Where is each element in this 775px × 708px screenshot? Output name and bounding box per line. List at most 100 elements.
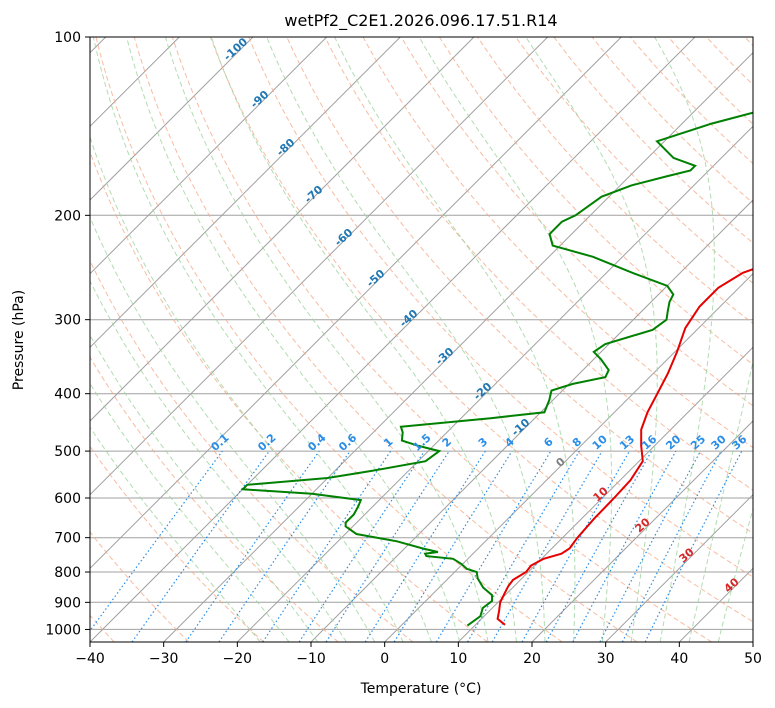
mixing-ratio-label: 1: [381, 435, 395, 450]
isotherm-line: [678, 567, 753, 642]
y-tick-label: 200: [54, 208, 81, 224]
moist-adiabat: [90, 334, 319, 642]
dry-adiabat: [591, 37, 753, 204]
mixing-ratio-label: 0.2: [255, 431, 278, 454]
isotherm-line: [90, 37, 549, 496]
mixing-ratio-line: [466, 450, 580, 642]
dry-adiabat: [90, 356, 339, 642]
isotherm-line: [90, 37, 328, 275]
plot-frame: [89, 36, 754, 643]
x-tick-label: −30: [149, 651, 179, 667]
profiles: [240, 111, 753, 627]
mixing-ratio-label: 13: [617, 433, 637, 453]
dry-adiabat: [362, 37, 753, 449]
mixing-ratio-label: 10: [590, 432, 610, 452]
mixing-ratio-line: [364, 450, 486, 642]
moist-adiabat-label: 40: [722, 575, 742, 595]
mixing-ratio-label: 1.5: [410, 431, 433, 454]
chart-title: wetPf2_C2E1.2026.096.17.51.R14: [284, 11, 557, 31]
line-labels: -100 -90 -80 -70 -60 -50 -40 -30 -20 -10 0.1 0.2 0.4…: [208, 35, 749, 595]
mixing-ratio-line: [621, 450, 722, 642]
dry-adiabat-label: -20: [471, 380, 495, 403]
mixing-ratio-line: [325, 450, 450, 642]
moist-adiabat: [654, 37, 715, 642]
dry-adiabat-label: -10: [509, 416, 533, 439]
mixing-ratio-line: [491, 450, 603, 642]
dry-adiabat: [286, 37, 753, 534]
mixing-ratio-label: 20: [663, 432, 683, 452]
mixing-ratio-label: 0.6: [336, 431, 359, 454]
dry-adiabat: [133, 37, 638, 642]
moist-adiabat: [90, 426, 261, 642]
isotherm-line: [605, 493, 753, 642]
mixing-ratio-label: 25: [688, 433, 708, 453]
y-axis-label: Pressure (hPa): [11, 290, 27, 390]
y-tick-label: 400: [54, 387, 81, 403]
dry-adiabat-label: -60: [332, 226, 356, 249]
dry-adiabat-label: -80: [274, 136, 298, 159]
dry-adiabat-label: -70: [302, 183, 326, 206]
x-tick-label: −20: [223, 651, 253, 667]
moist-adiabat: [688, 358, 753, 642]
isotherm-line: [384, 272, 753, 642]
y-tick-label: 600: [54, 491, 81, 507]
dry-adiabat: [400, 37, 753, 407]
mixing-ratio-line: [185, 450, 320, 642]
mixing-ratio-line: [393, 450, 513, 642]
x-axis-label: Temperature (°C): [360, 681, 482, 697]
moist-adiabat: [266, 37, 546, 642]
moist-adiabat: [90, 135, 404, 642]
moist-adiabat-label: 30: [677, 545, 697, 565]
y-tick-label: 800: [54, 565, 81, 581]
isotherm-line: [236, 125, 753, 642]
x-tick-label: 20: [523, 651, 541, 667]
dry-adiabat: [515, 37, 753, 284]
moist-adiabat: [126, 37, 461, 642]
moist-adiabat: [334, 37, 576, 642]
mixing-ratio-label: 36: [729, 432, 749, 452]
temperature-line: [496, 268, 753, 626]
y-tick-label: 500: [54, 444, 81, 460]
isotherm-line: [163, 51, 753, 642]
y-tick-label: 100: [54, 30, 81, 46]
x-tick-label: 10: [449, 651, 467, 667]
dry-adiabat: [477, 37, 753, 325]
dry-adiabat: [744, 37, 753, 47]
mixing-ratio-line: [545, 450, 653, 642]
mixing-ratio-label: 0.4: [305, 431, 328, 454]
moist-adiabat: [90, 215, 376, 642]
mixing-ratio-label: 6: [541, 435, 556, 450]
dry-adiabat-label: -30: [433, 345, 457, 368]
dry-adiabat-label: -90: [248, 88, 272, 111]
y-tick-label: 300: [54, 313, 81, 329]
dry-adiabat-label: -50: [364, 267, 388, 290]
moist-adiabat: [92, 37, 432, 642]
isotherm-line: [90, 37, 696, 642]
isotherm-line: [752, 641, 753, 642]
x-tick-label: −40: [75, 651, 105, 667]
x-tick-label: −10: [296, 651, 326, 667]
moist-adiabat: [210, 37, 517, 642]
moist-adiabat: [418, 37, 613, 642]
mixing-ratio-line: [131, 450, 270, 642]
dry-adiabat-label: -100: [221, 35, 250, 63]
mixing-ratio-line: [90, 450, 223, 632]
moist-adiabat-label: 20: [633, 515, 653, 535]
dry-adiabat: [90, 150, 488, 642]
isotherm-line: [90, 37, 622, 570]
isotherm-line: [90, 37, 401, 349]
dry-adiabat: [95, 37, 563, 642]
dry-adiabat: [706, 37, 753, 86]
x-tick-label: 30: [597, 651, 615, 667]
background-lines: [90, 37, 753, 642]
moist-adiabat: [90, 382, 290, 642]
dry-adiabat: [553, 37, 753, 244]
moist-adiabat: [164, 37, 489, 642]
dry-adiabat: [90, 531, 190, 642]
isotherm-line: [90, 37, 254, 201]
dry-adiabat: [90, 259, 414, 642]
mixing-ratio-line: [572, 450, 677, 642]
dry-adiabat: [438, 37, 753, 366]
dry-adiabat: [210, 37, 753, 623]
